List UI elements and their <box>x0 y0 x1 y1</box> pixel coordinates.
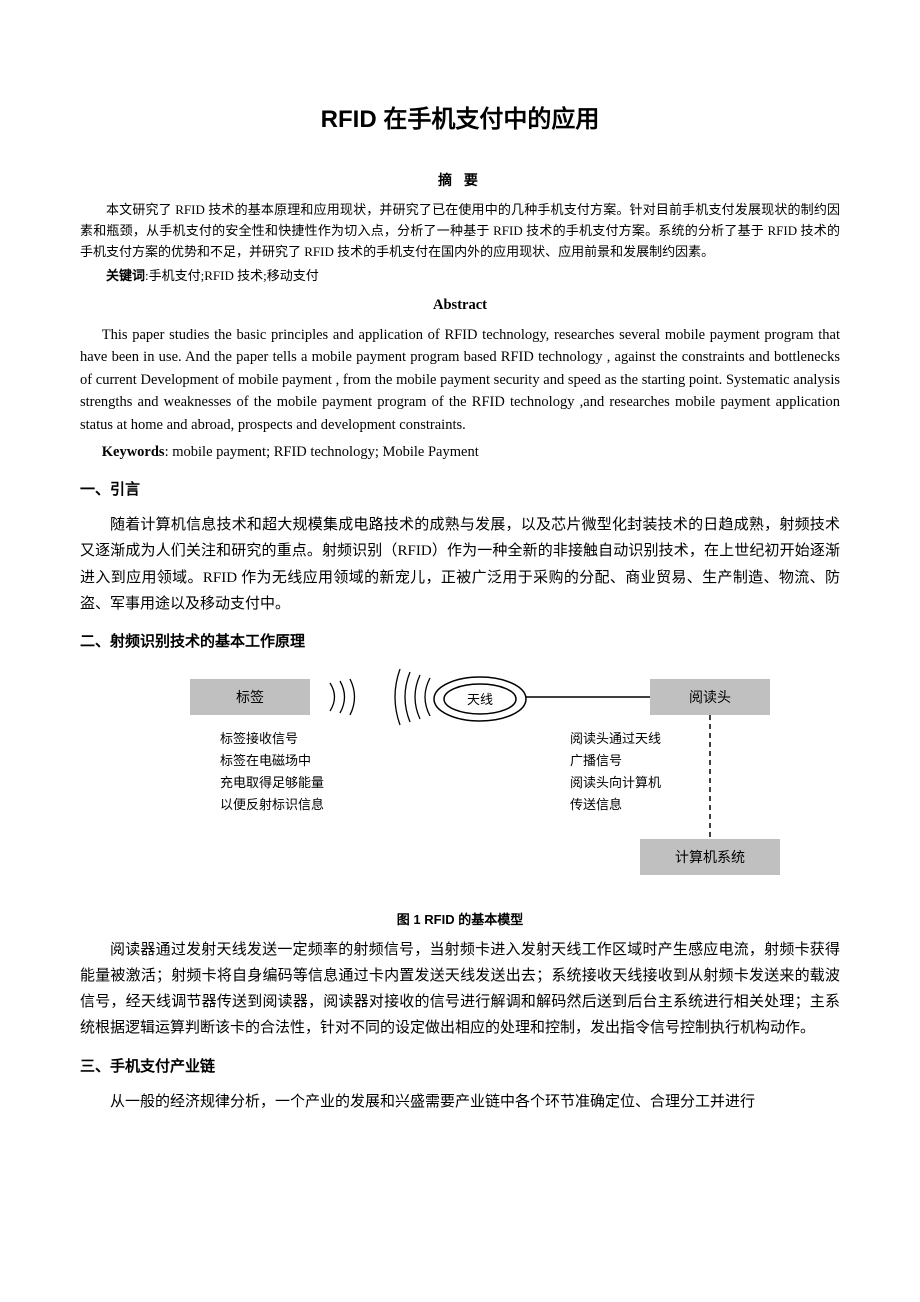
keywords-en: Keywords: mobile payment; RFID technolog… <box>80 440 840 465</box>
svg-text:阅读头通过天线: 阅读头通过天线 <box>570 731 661 746</box>
svg-text:阅读头向计算机: 阅读头向计算机 <box>570 775 661 790</box>
abstract-body-cn: 本文研究了 RFID 技术的基本原理和应用现状，并研究了已在使用中的几种手机支付… <box>80 199 840 263</box>
svg-text:以便反射标识信息: 以便反射标识信息 <box>220 797 324 812</box>
figure-1-caption: 图 1 RFID 的基本模型 <box>80 909 840 931</box>
svg-text:计算机系统: 计算机系统 <box>675 850 745 866</box>
svg-text:标签: 标签 <box>236 689 264 706</box>
svg-text:传送信息: 传送信息 <box>570 797 622 812</box>
section-2-heading: 二、射频识别技术的基本工作原理 <box>80 629 840 655</box>
svg-text:充电取得足够能量: 充电取得足够能量 <box>220 775 324 790</box>
keywords-text-en: : mobile payment; RFID technology; Mobil… <box>165 444 479 460</box>
svg-text:天线: 天线 <box>467 692 493 707</box>
section-3-heading: 三、手机支付产业链 <box>80 1054 840 1080</box>
abstract-heading-en: Abstract <box>80 293 840 318</box>
keywords-label-en: Keywords <box>102 444 165 460</box>
rfid-diagram: 标签 阅读头计算机系统 天线标签接收信号标签在电磁场中充电取得足够能量以便反射标识信… <box>140 669 780 899</box>
document-title: RFID 在手机支付中的应用 <box>80 100 840 141</box>
abstract-heading-cn: 摘 要 <box>80 169 840 193</box>
section-3-body: 从一般的经济规律分析，一个产业的发展和兴盛需要产业链中各个环节准确定位、合理分工… <box>80 1089 840 1115</box>
section-1-heading: 一、引言 <box>80 477 840 503</box>
section-1-body: 随着计算机信息技术和超大规模集成电路技术的成熟与发展，以及芯片微型化封装技术的日… <box>80 512 840 617</box>
svg-text:阅读头: 阅读头 <box>689 689 731 706</box>
svg-text:广播信号: 广播信号 <box>570 753 622 768</box>
keywords-cn: 关键词:手机支付;RFID 技术;移动支付 <box>80 265 840 287</box>
abstract-body-en: This paper studies the basic principles … <box>80 324 840 436</box>
section-2-body: 阅读器通过发射天线发送一定频率的射频信号，当射频卡进入发射天线工作区域时产生感应… <box>80 937 840 1042</box>
keywords-label-cn: 关键词 <box>106 268 145 283</box>
figure-1: 标签 阅读头计算机系统 天线标签接收信号标签在电磁场中充电取得足够能量以便反射标识信… <box>80 669 840 899</box>
svg-text:标签接收信号: 标签接收信号 <box>220 731 298 746</box>
svg-text:标签在电磁场中: 标签在电磁场中 <box>220 753 311 768</box>
keywords-text-cn: :手机支付;RFID 技术;移动支付 <box>145 268 319 283</box>
